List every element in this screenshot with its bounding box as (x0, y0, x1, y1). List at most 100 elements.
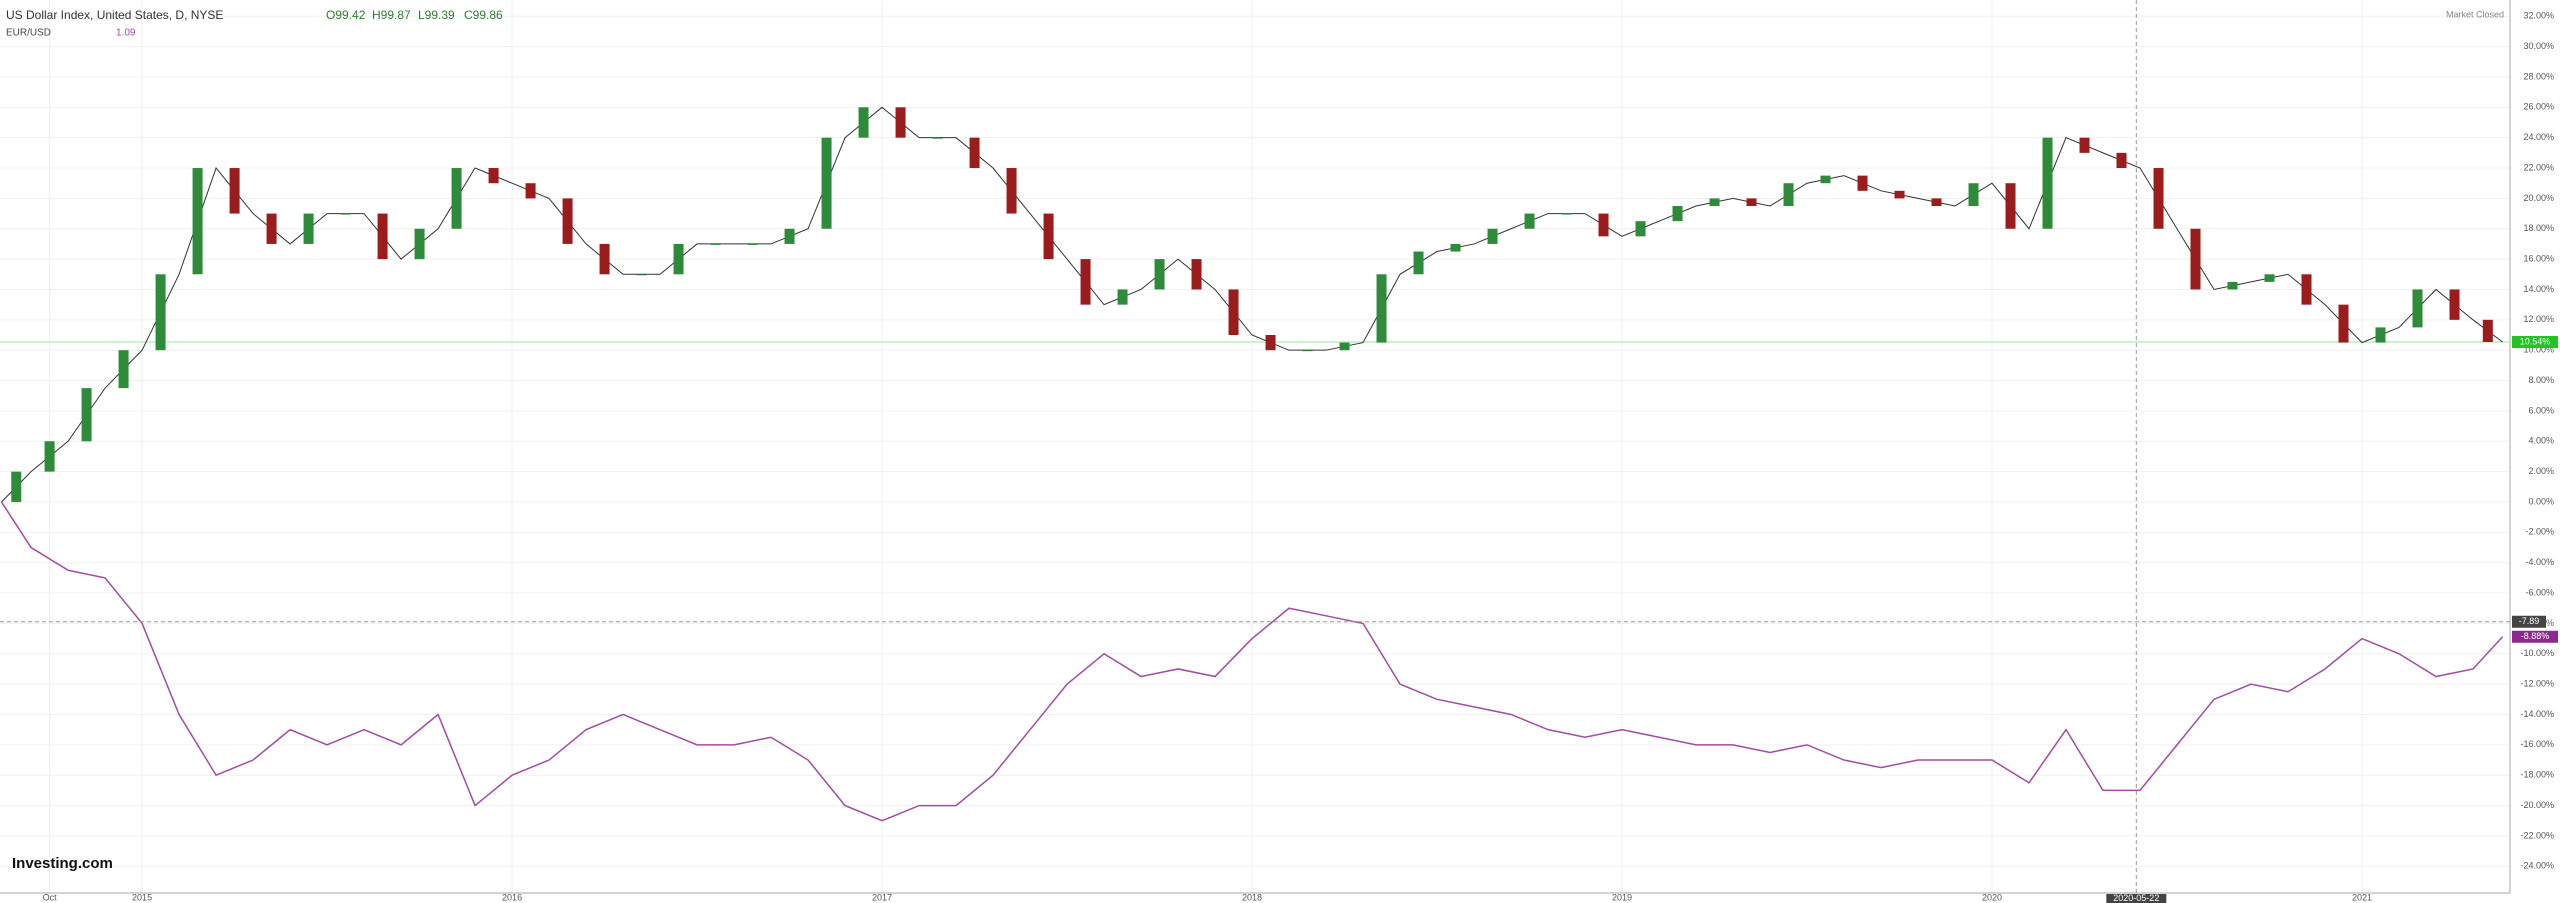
candle (451, 168, 462, 229)
candle (1117, 289, 1128, 305)
candle (229, 168, 240, 214)
candle (821, 137, 832, 229)
last-value-tag (2512, 335, 2558, 348)
candle (488, 168, 499, 184)
candle (1302, 350, 1313, 352)
candle (414, 228, 425, 260)
candle (1080, 259, 1091, 305)
last-value-label: 10.54% (2520, 336, 2551, 346)
candle (2449, 289, 2460, 320)
y-tick-label: -12.00% (2520, 679, 2554, 689)
candle (562, 198, 573, 244)
candle (1635, 221, 1646, 237)
y-tick-label: 2.00% (2528, 466, 2554, 476)
candle (2079, 137, 2090, 153)
candle (969, 137, 980, 169)
crosshair-x-label: 2020-05-22 (2113, 893, 2159, 903)
candle (1598, 213, 1609, 237)
candle (1006, 168, 1017, 214)
candle (2482, 319, 2493, 342)
candle (11, 471, 22, 502)
open: O99.42 (326, 8, 366, 22)
x-tick-label: 2015 (132, 892, 152, 902)
x-tick-label: 2020 (1982, 892, 2002, 902)
candle (192, 168, 203, 275)
candle (599, 243, 610, 275)
brand: Investing.com (12, 855, 113, 872)
candle (636, 274, 647, 276)
candle (1931, 198, 1942, 206)
crosshair-y-tag (2512, 615, 2546, 628)
y-tick-label: -14.00% (2520, 709, 2554, 719)
y-tick-label: 4.00% (2528, 436, 2554, 446)
y-tick-label: -2.00% (2525, 527, 2554, 537)
x-tick-label: Oct (43, 892, 58, 902)
y-tick-label: 8.00% (2528, 375, 2554, 385)
candle (266, 213, 277, 244)
y-tick-label: 30.00% (2523, 41, 2554, 51)
candle (710, 243, 721, 245)
candle (673, 243, 684, 275)
y-tick-label: 10.00% (2523, 345, 2554, 355)
y-tick-label: 16.00% (2523, 253, 2554, 263)
candle (1783, 183, 1794, 206)
candle (2005, 183, 2016, 229)
candle (2116, 152, 2127, 169)
crosshair-x-tag (2106, 894, 2167, 903)
grid (0, 0, 2510, 893)
candle (747, 243, 758, 245)
y-tick-label: 0.00% (2528, 496, 2554, 506)
y-tick-label: 14.00% (2523, 284, 2554, 294)
candle (1820, 175, 1831, 184)
candle (303, 213, 314, 244)
candle (118, 350, 129, 389)
candle (1672, 205, 1683, 222)
y-tick-label: 12.00% (2523, 314, 2554, 324)
candle (1376, 274, 1387, 343)
candle (932, 137, 943, 139)
candle (2375, 327, 2386, 343)
chart-title: US Dollar Index, United States, D, NYSE (6, 8, 223, 22)
candle (2338, 304, 2349, 343)
candle (1524, 213, 1535, 229)
fx-line (0, 501, 2504, 822)
y-tick-label: 6.00% (2528, 405, 2554, 415)
candle (1043, 213, 1054, 260)
y-tick-label: 32.00% (2523, 11, 2554, 21)
last-value-tag (2512, 630, 2558, 643)
y-tick-label: -22.00% (2520, 830, 2554, 840)
y-tick-label: 28.00% (2523, 71, 2554, 81)
candle (2042, 137, 2053, 229)
candle (1191, 259, 1202, 290)
y-tick-label: 20.00% (2523, 193, 2554, 203)
market-status: Market Closed (2446, 9, 2504, 19)
y-tick-label: 22.00% (2523, 162, 2554, 172)
candle (858, 107, 869, 138)
y-tick-label: -18.00% (2520, 770, 2554, 780)
candle (784, 228, 795, 244)
candle (2227, 281, 2238, 290)
candle (155, 274, 166, 351)
candle (1339, 342, 1350, 351)
x-tick-label: 2016 (502, 892, 522, 902)
y-tick-label: -10.00% (2520, 648, 2554, 658)
last-value-label: -8.88% (2521, 631, 2550, 641)
legend-value: 1.09 (116, 28, 136, 39)
candle (2301, 274, 2312, 305)
candle (1154, 259, 1165, 290)
candle (2264, 274, 2275, 282)
candle (1413, 251, 1424, 275)
candle (340, 213, 351, 215)
candle (1487, 228, 1498, 244)
candle (1968, 183, 1979, 206)
low: L99.39 (418, 8, 455, 22)
candle (1450, 243, 1461, 252)
candle (895, 107, 906, 138)
candle (1228, 289, 1239, 336)
candle (377, 213, 388, 260)
legend-entry: EUR/USD (6, 28, 51, 39)
candle (2412, 289, 2423, 328)
